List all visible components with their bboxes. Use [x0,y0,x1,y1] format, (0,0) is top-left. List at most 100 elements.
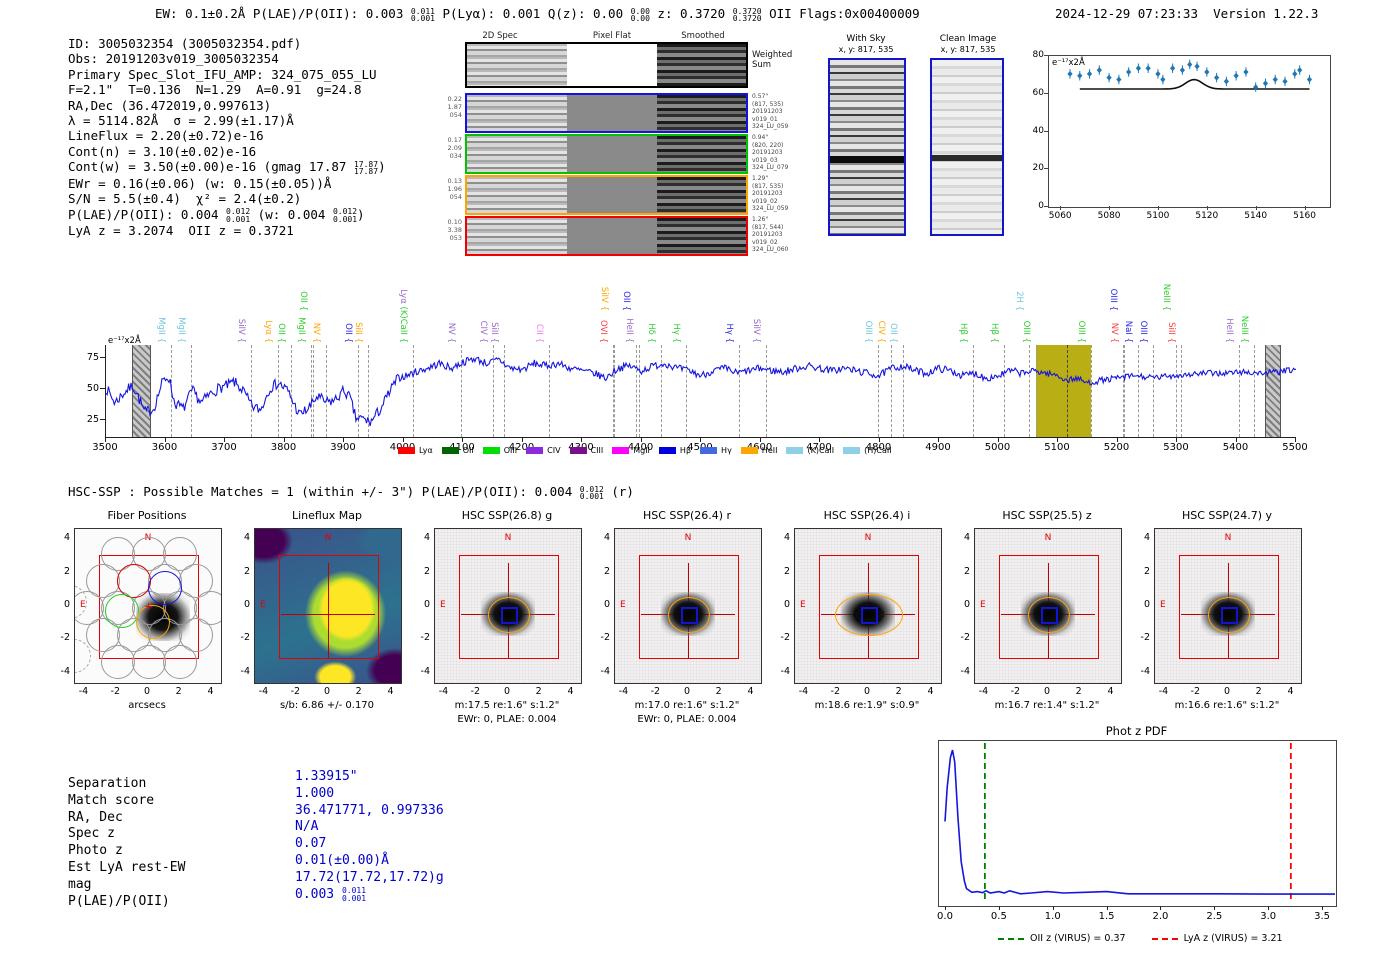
row-3-left-1: 3.38 [447,226,462,234]
marker-gridline-Hβ-27 [1003,345,1005,437]
inset-xtickmark-5140 [1255,206,1257,210]
match-label-5: Est LyA rest-EW [68,860,186,875]
line-label-bracket: { [750,337,761,343]
spectrum-xtickmark-5100 [1057,438,1058,442]
spectrum-ytick-50: 50 [86,382,99,394]
photz-legend: OII z (VIRUS) = 0.37 LyA z (VIRUS) = 3.21 [998,933,1283,944]
cutout-4-ytick-2: 2 [783,565,790,577]
legend-item-CIII: CIII [569,446,603,455]
cutout-0-ytick-0: 0 [63,599,70,610]
inset-ytickmark-40 [1044,130,1048,132]
row-0-right-2: 20191203 [752,108,783,116]
line-label-text: OII [621,291,632,306]
aperture-square [1179,554,1279,660]
cutout-6-ytick-0: 0 [1143,599,1150,610]
line-label-OIII-23: OIII { [863,321,873,343]
line-label-bracket: { [1160,305,1171,311]
marker-gridline-Hγ-20 [686,345,688,437]
line-label-bracket: { [1138,337,1149,343]
spectrum-xtick-4900: 4900 [925,442,951,453]
cutout-title-4: HSC SSP(26.4) i [823,509,911,522]
detection-band-yellow [1035,345,1092,437]
cutout-6-ytick--2: -2 [1140,632,1150,644]
spectrum-xtick-5300: 5300 [1163,442,1189,453]
spec2d-weighted-2d-strip [467,44,567,86]
cutout-2-xtick-2: 2 [535,686,542,697]
line-label-OIII-34: OIII { [1138,321,1148,343]
spec2d-col-header-1: Pixel Flat [592,31,632,41]
line-label-bracket: { [1076,337,1087,343]
line-label-text: SiII [489,322,500,338]
line-label-OII-25: OII { [888,323,898,343]
spec2d-row-0-right-labels: 0.57" (817, 535) 20191203 v019_01 324_LU_059 [752,93,812,131]
cutout-1-xtick-4: 4 [387,686,394,697]
match-value-7-text-0: 0.003 [295,886,342,902]
compass-east-label: E [620,600,626,610]
marker-gridline-OII-8 [358,345,360,437]
cutout-5-ytick--2: -2 [960,632,970,644]
line-label-OII-8: OII { [343,323,353,343]
info-line-6-text-0: LineFlux = 2.20(±0.72)e-16 [68,128,264,144]
spectrum-xtickmark-3800 [283,438,285,442]
legend-item-Lyα: Lyα [398,446,433,455]
cutout-5-xtick-2: 2 [1075,686,1082,697]
cutout-0-xtick-0: 0 [143,686,151,697]
marker-gridline-Hγ-21 [739,345,741,437]
cutout-5-xtick-4: 4 [1107,686,1114,697]
spectrum-xtickmark-4400 [640,438,642,442]
info-line-11: P(LAE)/P(OII): 0.004 0.012 0.001 (w: 0.00… [68,207,386,224]
crosshair-horizontal [281,613,375,616]
legend-label-CIV: CIV [547,446,561,455]
hsc-header-frac-bottom: 0.001 [579,492,604,501]
info-line-11-fraction-3: 0.012 0.001 [333,208,357,223]
header-gap [1198,6,1213,21]
cutout-2-ytick-0: 0 [423,599,430,610]
header-fraction-3: 0.00 0.00 [631,7,650,23]
marker-gridline-NV-7 [326,345,328,437]
cutout-0-ytick--4: -4 [60,665,70,677]
line-label-NV-32: NV { [1109,323,1119,343]
info-line-7: Cont(n) = 3.10(±0.02)e-16 [68,144,386,159]
cutout-title-3: HSC SSP(26.4) r [642,509,732,522]
spec2d-row-0-flat [567,95,657,131]
legend-swatch-OII [441,447,459,454]
line-label-text: MgII [176,317,187,338]
line-label-bracket: { [343,337,354,343]
marker-gridline-Hβ-26 [972,345,974,437]
header-text-4: z: 0.3720 [649,6,733,21]
spec2d-row-0-2d [467,95,567,131]
spectrum-xtick-5400: 5400 [1222,442,1249,453]
legend-item-CIV: CIV [526,446,561,455]
photz-plot-box [938,740,1337,907]
spectrum-xtick-5100: 5100 [1044,442,1070,453]
line-label-bracket: { [1239,337,1250,343]
spectrum-xtickmark-5200 [1116,438,1118,442]
legend-item-OIII: OIII [482,446,517,455]
inset-xtickmark-5120 [1206,206,1208,210]
with-sky-title: With Sky [846,34,886,44]
line-label-bracket: { [875,337,886,343]
spectrum-xtickmark-5000 [997,438,999,442]
line-label-text: NaI [1122,320,1133,338]
row-0-right-4: 324_LU_059 [752,123,789,131]
photz-legend-label-0: OII z (VIRUS) = 0.37 [1030,933,1126,944]
cutout-1-ytick--2: -2 [240,632,250,644]
info-line-4-text-0: RA,Dec (36.472019,0.997613) [68,97,272,113]
row-1-right-2: 20191203 [752,149,783,157]
line-label-text: SiIV [236,318,247,338]
cutout-0-ytick-2: 2 [63,565,70,577]
spec2d-row-3 [465,216,748,256]
compass-north-label: N [324,533,332,543]
row-0-left-2: 054 [449,111,462,119]
match-label-7: P(LAE)/P(OII) [68,893,170,909]
inset-xtick-5140: 5140 [1244,211,1268,221]
info-line-11-frac-bottom: 0.001 [332,214,358,224]
legend-item-(H)CaII: (H)CaII [843,446,892,455]
line-label-text: Hδ [646,323,657,338]
row-0-right-1: (817, 535) [752,100,784,108]
info-line-1: Obs: 20191203v019_3005032354 [68,51,386,66]
cutout-4-xtick--2: -2 [830,686,841,697]
inset-xtick-5080: 5080 [1097,211,1121,221]
cutout-5-xtick-0: 0 [1043,686,1051,697]
